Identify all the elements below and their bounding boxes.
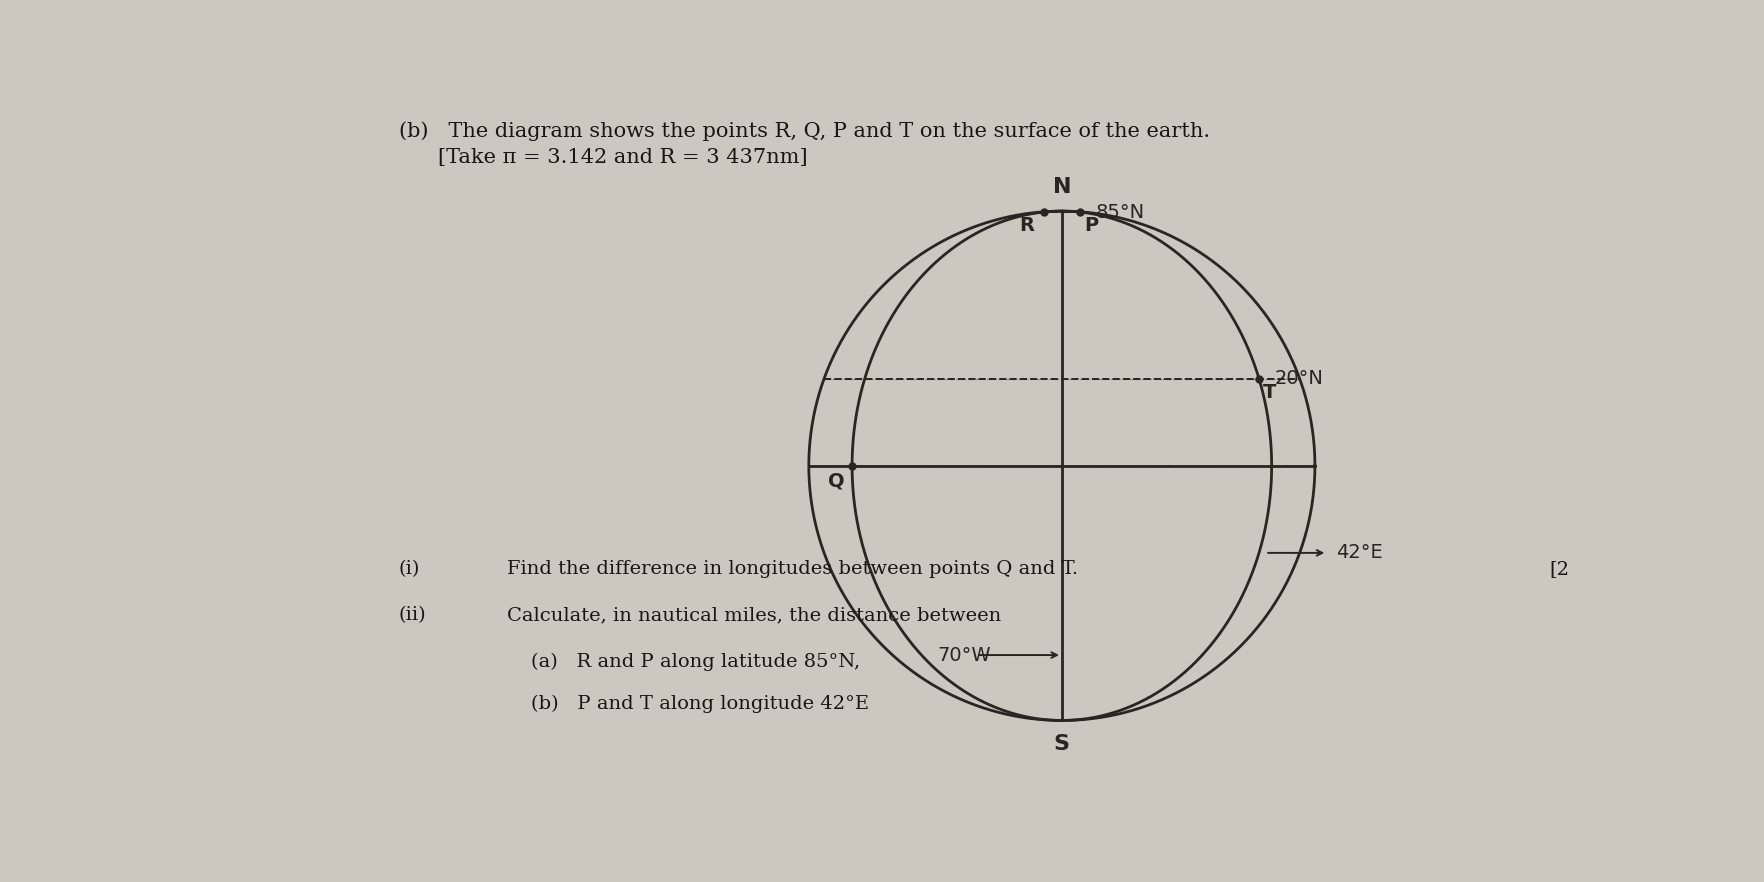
Text: 70°W: 70°W bbox=[937, 646, 991, 664]
Text: R: R bbox=[1018, 216, 1034, 235]
Text: (ii): (ii) bbox=[399, 606, 427, 624]
Text: S: S bbox=[1053, 735, 1069, 754]
Text: (a)   R and P along latitude 85°N,: (a) R and P along latitude 85°N, bbox=[531, 653, 859, 671]
Text: (b)   P and T along longitude 42°E: (b) P and T along longitude 42°E bbox=[531, 695, 868, 714]
Text: 20°N: 20°N bbox=[1274, 370, 1323, 388]
Text: 42°E: 42°E bbox=[1335, 543, 1383, 563]
Text: P: P bbox=[1083, 216, 1097, 235]
Text: T: T bbox=[1263, 383, 1275, 401]
Text: Q: Q bbox=[827, 472, 843, 491]
Text: [Take π = 3.142 and R = 3 437nm]: [Take π = 3.142 and R = 3 437nm] bbox=[437, 148, 806, 168]
Text: (b)   The diagram shows the points R, Q, P and T on the surface of the earth.: (b) The diagram shows the points R, Q, P… bbox=[399, 121, 1210, 141]
Text: Find the difference in longitudes between points Q and T.: Find the difference in longitudes betwee… bbox=[506, 560, 1078, 578]
Text: [2: [2 bbox=[1549, 560, 1568, 578]
Text: Calculate, in nautical miles, the distance between: Calculate, in nautical miles, the distan… bbox=[506, 606, 1000, 624]
Text: 85°N: 85°N bbox=[1095, 203, 1145, 221]
Text: (i): (i) bbox=[399, 560, 420, 578]
Text: N: N bbox=[1051, 177, 1071, 198]
